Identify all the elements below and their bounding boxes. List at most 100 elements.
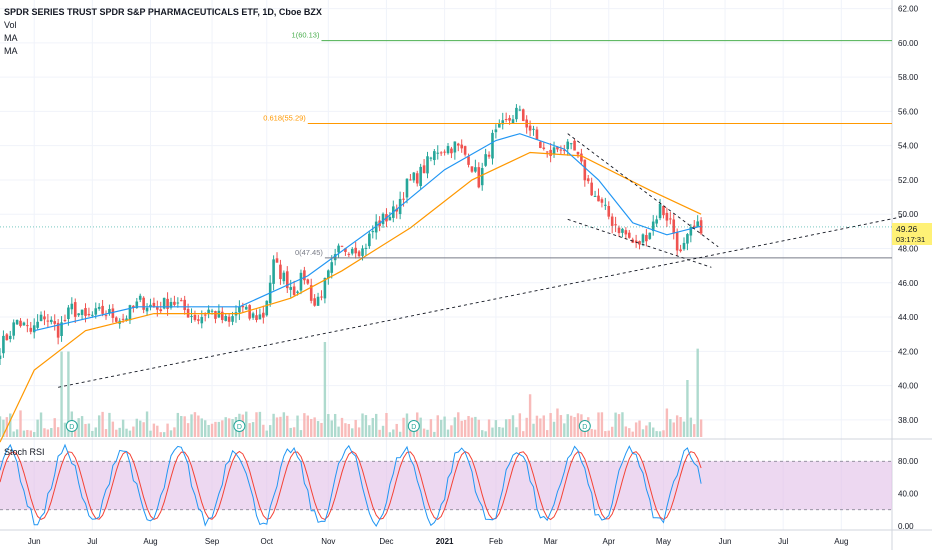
candle-body bbox=[563, 149, 566, 151]
volume-bar bbox=[26, 429, 29, 437]
volume-bar bbox=[354, 419, 357, 437]
stoch-rsi-d-line bbox=[0, 450, 702, 521]
volume-bar bbox=[125, 428, 128, 437]
candle-body bbox=[255, 315, 258, 321]
candle-body bbox=[364, 247, 368, 249]
volume-bar bbox=[682, 421, 686, 437]
volume-bar bbox=[477, 419, 480, 437]
candle-body bbox=[658, 203, 662, 219]
volume-bar bbox=[245, 411, 248, 437]
candle-body bbox=[320, 296, 323, 298]
candle-body bbox=[104, 315, 108, 317]
candle-body bbox=[221, 311, 224, 320]
volume-bar bbox=[621, 412, 624, 437]
legend-vol[interactable]: Vol bbox=[4, 20, 17, 30]
candle-body bbox=[132, 305, 135, 308]
candle-body bbox=[665, 212, 669, 221]
candle-body bbox=[542, 147, 546, 149]
dividend-label: D bbox=[69, 424, 74, 431]
volume-bar bbox=[327, 414, 330, 437]
volume-bar bbox=[84, 423, 87, 437]
candle-body bbox=[672, 219, 676, 234]
candle-body bbox=[597, 195, 600, 202]
candle-body bbox=[412, 172, 416, 181]
ma-slow-line bbox=[0, 151, 702, 443]
trendline bbox=[58, 215, 907, 388]
volume-bar bbox=[402, 417, 405, 437]
volume-bar bbox=[204, 420, 207, 437]
candle-body bbox=[515, 107, 518, 120]
volume-bar bbox=[50, 428, 53, 437]
volume-bar bbox=[347, 423, 351, 437]
candle-body bbox=[227, 316, 231, 322]
volume-bar bbox=[193, 412, 197, 437]
volume-bar bbox=[607, 430, 610, 437]
candle-body bbox=[108, 308, 111, 314]
volume-bar bbox=[508, 419, 511, 437]
candle-body bbox=[303, 270, 306, 281]
volume-bar bbox=[614, 412, 617, 437]
volume-bar bbox=[583, 428, 587, 437]
volume-bar bbox=[169, 430, 173, 437]
candle-body bbox=[22, 322, 26, 326]
candle-body bbox=[569, 143, 573, 145]
volume-bar bbox=[361, 413, 364, 437]
legend-ma-1[interactable]: MA bbox=[4, 33, 18, 43]
candle-body bbox=[374, 221, 378, 233]
volume-bar bbox=[19, 410, 22, 437]
candle-body bbox=[149, 304, 152, 307]
volume-bar bbox=[641, 429, 645, 437]
volume-bar bbox=[539, 418, 542, 437]
candle-body bbox=[292, 286, 296, 295]
candle-body bbox=[29, 327, 33, 332]
candle-body bbox=[621, 228, 624, 233]
volume-bar bbox=[22, 430, 26, 437]
volume-bar bbox=[162, 432, 166, 437]
volume-bar bbox=[186, 423, 190, 437]
legend-ma-2[interactable]: MA bbox=[4, 46, 18, 56]
volume-bar bbox=[221, 420, 224, 437]
candle-body bbox=[26, 325, 29, 327]
time-axis-tick: Feb bbox=[489, 537, 503, 546]
volume-bar bbox=[491, 427, 494, 437]
volume-bar bbox=[669, 419, 672, 437]
candle-body bbox=[480, 168, 484, 186]
volume-bar bbox=[330, 420, 333, 437]
volume-bar bbox=[104, 429, 108, 437]
volume-bar bbox=[67, 351, 70, 437]
volume-bar bbox=[658, 431, 662, 437]
candle-body bbox=[350, 248, 354, 254]
chart-legend: SPDR SERIES TRUST SPDR S&P PHARMACEUTICA… bbox=[4, 6, 322, 58]
volume-bar bbox=[248, 423, 251, 437]
volume-bar bbox=[590, 429, 593, 437]
candle-body bbox=[600, 199, 604, 203]
volume-bar bbox=[600, 412, 604, 437]
volume-bar bbox=[552, 421, 556, 437]
volume-bar bbox=[628, 428, 631, 437]
candle-body bbox=[521, 109, 525, 121]
volume-bar bbox=[145, 411, 149, 437]
volume-bar bbox=[310, 418, 313, 437]
candle-body bbox=[422, 165, 426, 174]
volume-bar bbox=[467, 416, 470, 437]
volume-bar bbox=[655, 431, 658, 437]
volume-bar bbox=[679, 417, 682, 437]
volume-bar bbox=[453, 417, 457, 437]
rsi-panel-label[interactable]: Stoch RSI bbox=[4, 447, 45, 457]
candle-body bbox=[60, 322, 63, 336]
volume-bar bbox=[190, 414, 193, 437]
volume-bar bbox=[422, 428, 426, 437]
volume-bar bbox=[535, 415, 539, 437]
candle-body bbox=[689, 226, 693, 236]
time-axis-tick: Jun bbox=[719, 537, 732, 546]
volume-bar bbox=[87, 423, 91, 437]
candle-body bbox=[111, 308, 115, 318]
candle-body bbox=[344, 248, 347, 252]
volume-bar bbox=[200, 418, 203, 437]
volume-bar bbox=[597, 412, 600, 437]
volume-bar bbox=[501, 427, 504, 437]
candle-body bbox=[556, 146, 559, 150]
volume-bar bbox=[296, 415, 299, 437]
